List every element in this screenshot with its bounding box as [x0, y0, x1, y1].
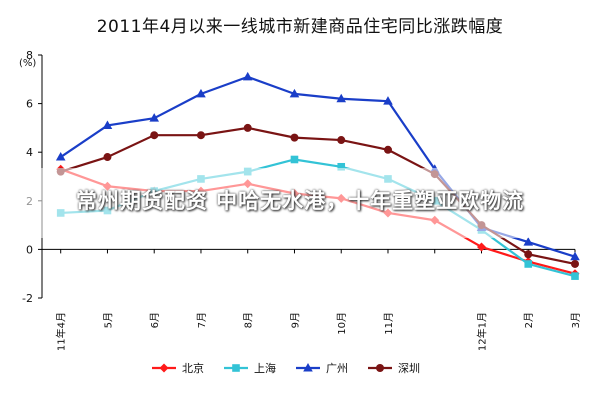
data-point-0-9	[476, 242, 486, 252]
data-point-3-6	[337, 136, 346, 145]
x-tick-label: 7月	[196, 312, 208, 328]
data-point-2-2	[149, 113, 160, 122]
legend-label-0: 北京	[182, 361, 204, 375]
data-point-3-3	[196, 131, 205, 140]
data-point-2-7	[383, 96, 393, 105]
data-point-3-1	[103, 153, 112, 162]
data-point-1-6	[337, 162, 346, 171]
data-point-3-10	[524, 250, 533, 259]
y-tick-label: 8	[26, 49, 33, 62]
data-point-1-5	[290, 155, 299, 164]
chart-title: 2011年4月以来一线城市新建商品住宅同比涨跌幅度	[96, 17, 504, 37]
x-tick-label: 8月	[243, 312, 255, 328]
x-tick-label: 3月	[570, 312, 582, 328]
data-point-2-6	[336, 93, 347, 103]
x-tick-label: 11年4月	[55, 312, 68, 351]
y-tick-label: -2	[22, 292, 33, 305]
data-point-2-4	[242, 71, 253, 81]
legend-label-2: 广州	[326, 362, 348, 375]
y-tick-label: 0	[26, 243, 33, 256]
data-point-3-7	[383, 145, 392, 154]
y-axis-label: (%)	[19, 58, 36, 69]
data-point-2-10	[523, 237, 534, 246]
x-tick-label: 11月	[383, 312, 395, 335]
x-tick-label: 10月	[336, 312, 348, 335]
data-point-3-4	[243, 123, 252, 132]
data-point-2-5	[289, 88, 300, 98]
data-point-2-1	[102, 120, 113, 129]
x-tick-label: 9月	[289, 312, 301, 328]
data-point-2-11	[570, 251, 580, 261]
x-tick-label: 5月	[102, 312, 114, 328]
data-point-2-3	[196, 88, 206, 98]
x-tick-label: 12年1月	[475, 312, 488, 351]
data-point-1-11	[571, 272, 579, 280]
data-point-1-10	[524, 260, 533, 268]
data-point-3-5	[290, 133, 299, 142]
x-tick-label: 6月	[149, 312, 161, 328]
y-tick-label: 6	[26, 98, 33, 111]
legend-marker-1	[232, 364, 240, 372]
data-point-3-11	[571, 259, 579, 268]
watermark-headline: 常州期货配资 中哈无水港，十年重塑亚欧物流	[75, 189, 525, 213]
legend-marker-2	[303, 363, 313, 372]
data-point-2-0	[55, 152, 66, 161]
y-tick-label: 4	[26, 146, 33, 159]
legend-label-1: 上海	[254, 361, 276, 375]
legend-label-3: 深圳	[398, 362, 420, 375]
x-tick-label: 2月	[523, 312, 535, 328]
watermark-band	[0, 168, 600, 238]
data-point-3-2	[150, 131, 159, 140]
legend-marker-3	[376, 364, 384, 372]
legend-marker-0	[159, 363, 169, 373]
